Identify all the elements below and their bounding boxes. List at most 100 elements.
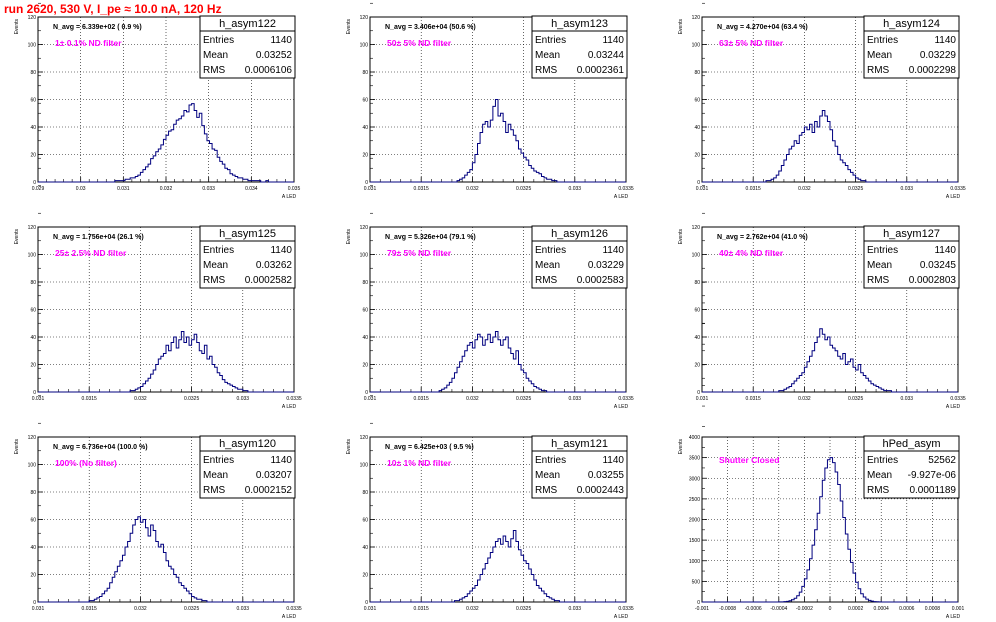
stats-label-entries: Entries xyxy=(535,245,566,256)
stats-value-rms: 0.0002152 xyxy=(245,485,293,496)
y-tick-label: 100 xyxy=(28,463,37,469)
x-tick-label: 0.0335 xyxy=(618,606,634,612)
y-tick-label: 120 xyxy=(360,435,369,441)
stats-label-mean: Mean xyxy=(203,260,228,271)
y-tick-label: 60 xyxy=(362,98,368,104)
stats-box: hPed_asym Entries 52562 Mean -9.927e-06 RMS 0.… xyxy=(863,435,960,499)
x-tick-label: 0.032 xyxy=(466,396,479,402)
stats-value-entries: 1140 xyxy=(934,245,956,256)
x-tick-label: 0.031 xyxy=(696,396,709,402)
stats-label-rms: RMS xyxy=(203,275,226,286)
stats-value-entries: 1140 xyxy=(602,245,624,256)
filter-label: 10± 1% ND filter xyxy=(387,458,452,468)
stats-box: h_asym121 Entries 1140 Mean 0.03255 RMS 0.0002… xyxy=(531,435,628,499)
histogram-line xyxy=(702,457,958,603)
x-tick-label: 0.035 xyxy=(288,186,301,192)
histogram-panel-h_asym122: 0 20 40 60 80 100 120 0.029 0.03 0.031 0.032 0.033 0… xyxy=(14,2,301,200)
histogram-panel-h_asym123: 0 20 40 60 80 100 120 0.031 0.0315 0.032 0.0325 0.0… xyxy=(346,2,634,200)
stats-title: h_asym126 xyxy=(551,228,608,240)
x-tick-label: 0.033 xyxy=(569,606,582,612)
stats-label-entries: Entries xyxy=(535,455,566,466)
x-tick-label: 0.001 xyxy=(952,606,965,612)
stats-label-mean: Mean xyxy=(867,470,892,481)
y-tick-label: 3500 xyxy=(689,456,700,462)
x-tick-label: 0.0315 xyxy=(82,396,98,402)
y-tick-label: 120 xyxy=(360,15,369,21)
x-tick-label: 0.032 xyxy=(160,186,173,192)
filter-label: 40± 4% ND filter xyxy=(719,248,784,258)
x-tick-label: 0.033 xyxy=(901,186,914,192)
stats-value-rms: 0.0002803 xyxy=(909,275,957,286)
y-tick-label: 40 xyxy=(30,125,36,131)
y-tick-label: 2000 xyxy=(689,518,700,524)
stats-label-entries: Entries xyxy=(867,245,898,256)
x-tick-label: 0.0325 xyxy=(848,396,864,402)
stats-box-frame xyxy=(863,15,960,79)
x-tick-label: 0.031 xyxy=(32,396,45,402)
y-tick-label: 3000 xyxy=(689,476,700,482)
stats-value-entries: 1140 xyxy=(934,35,956,46)
y-tick-label: 100 xyxy=(692,253,701,259)
y-tick-label: 80 xyxy=(30,280,36,286)
stats-value-entries: 1140 xyxy=(270,455,292,466)
y-tick-label: 80 xyxy=(694,70,700,76)
x-tick-label: 0.0325 xyxy=(184,396,200,402)
filter-label: Shutter Closed xyxy=(719,455,779,465)
histogram-line xyxy=(702,328,958,393)
stats-box-frame xyxy=(531,15,628,79)
stats-label-entries: Entries xyxy=(867,455,898,466)
stats-title: h_asym122 xyxy=(219,18,276,30)
x-tick-label: 0.033 xyxy=(569,396,582,402)
stats-title: h_asym124 xyxy=(883,18,940,30)
x-axis-label: A LED xyxy=(614,404,629,410)
stats-value-mean: 0.03255 xyxy=(588,470,625,481)
stats-box: h_asym126 Entries 1140 Mean 0.03229 RMS 0.0002… xyxy=(531,225,628,289)
filter-label: 25± 2.5% ND filter xyxy=(55,248,127,258)
stats-value-mean: 0.03252 xyxy=(256,50,293,61)
y-tick-label: 120 xyxy=(360,225,369,231)
x-tick-label: 0.0325 xyxy=(516,396,532,402)
y-tick-label: 0 xyxy=(697,390,700,396)
y-tick-label: 20 xyxy=(694,153,700,159)
x-tick-label: 0.031 xyxy=(117,186,130,192)
stats-box-frame xyxy=(863,435,960,499)
navg-label: N_avg = 6.425e+03 ( 9.5 %) xyxy=(385,444,474,451)
x-tick-label: 0.032 xyxy=(134,606,147,612)
y-tick-label: 20 xyxy=(30,573,36,579)
stats-label-rms: RMS xyxy=(203,65,226,76)
stats-label-mean: Mean xyxy=(535,50,560,61)
y-axis-label: Events xyxy=(14,439,20,455)
histogram-panel-h_asym121: 0 20 40 60 80 100 120 0.031 0.0315 0.032 0.0325 0.0… xyxy=(346,285,634,620)
stats-box-frame xyxy=(531,435,628,499)
y-tick-label: 100 xyxy=(28,253,37,259)
x-tick-label: -0.0002 xyxy=(796,606,813,612)
x-axis-label: A LED xyxy=(946,614,961,620)
histogram-panel-h_asym120: 0 20 40 60 80 100 120 0.031 0.0315 0.032 0.0325 0.0… xyxy=(14,285,302,620)
y-tick-label: 100 xyxy=(360,253,369,259)
y-axis-label: Events xyxy=(678,229,684,245)
stats-label-rms: RMS xyxy=(867,485,890,496)
y-tick-label: 80 xyxy=(30,70,36,76)
x-tick-label: 0.032 xyxy=(466,606,479,612)
y-axis-label: Events xyxy=(346,19,352,35)
stats-label-entries: Entries xyxy=(203,455,234,466)
run-title: run 2620, 530 V, I_pe ≈ 10.0 nA, 120 Hz xyxy=(4,2,222,16)
y-tick-label: 1500 xyxy=(689,538,700,544)
histogram-panel-h_asym127: 0 20 40 60 80 100 120 0.031 0.0315 0.032 0.0325 0.0… xyxy=(678,75,966,410)
y-tick-label: 20 xyxy=(362,573,368,579)
y-tick-label: 0 xyxy=(365,180,368,186)
stats-label-mean: Mean xyxy=(203,470,228,481)
y-axis-label: Events xyxy=(346,229,352,245)
stats-label-entries: Entries xyxy=(867,35,898,46)
histogram-line xyxy=(370,99,626,183)
y-tick-label: 20 xyxy=(30,153,36,159)
x-tick-label: -0.0008 xyxy=(719,606,736,612)
y-tick-label: 100 xyxy=(692,43,701,49)
stats-value-mean: 0.03245 xyxy=(920,260,957,271)
y-tick-label: 0 xyxy=(697,180,700,186)
histogram-line xyxy=(370,530,626,603)
y-tick-label: 60 xyxy=(30,98,36,104)
x-tick-label: 0.033 xyxy=(569,186,582,192)
y-tick-label: 60 xyxy=(362,518,368,524)
